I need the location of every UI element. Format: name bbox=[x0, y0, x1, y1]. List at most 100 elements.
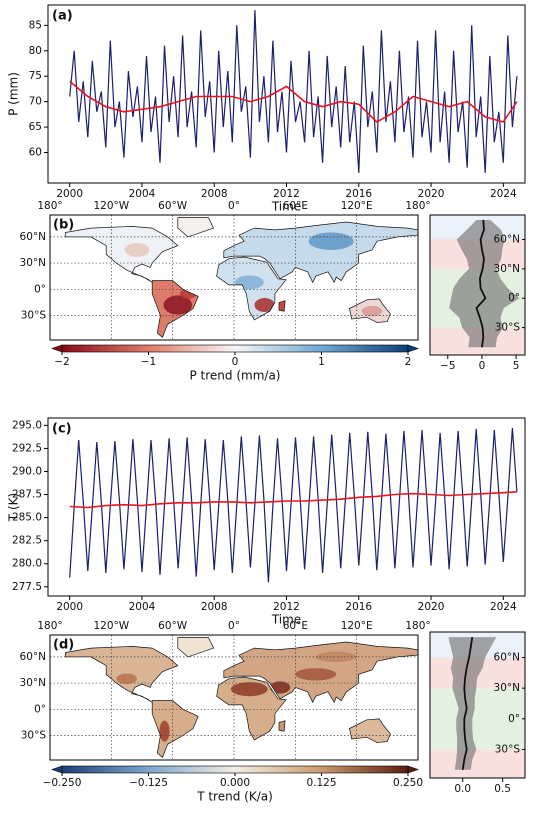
lon-tick-label: 60°E bbox=[283, 620, 308, 632]
lat-tick-label: 30°N bbox=[20, 677, 46, 689]
trend-patch bbox=[159, 720, 170, 742]
coastline bbox=[223, 641, 419, 704]
x-tick-label: 5 bbox=[513, 360, 520, 372]
x-tick-label: 2008 bbox=[201, 601, 228, 613]
colorbar-tick-label: 0.125 bbox=[306, 777, 336, 789]
y-tick-label: 60 bbox=[29, 146, 42, 158]
series-line bbox=[69, 491, 517, 509]
y-tick-label: 280.0 bbox=[12, 558, 42, 570]
y-tick-label: 0° bbox=[508, 292, 520, 304]
y-tick-label: 285.0 bbox=[12, 512, 42, 524]
y-axis-label: P (mm) bbox=[7, 72, 21, 116]
continent bbox=[279, 720, 286, 732]
trend-patch bbox=[308, 232, 354, 250]
trend-patch bbox=[315, 651, 357, 663]
panel-label: (c) bbox=[52, 422, 72, 437]
coastline bbox=[151, 700, 199, 758]
lon-tick-label: 60°W bbox=[158, 620, 188, 632]
coastline bbox=[223, 221, 419, 284]
y-tick-label: 290.0 bbox=[12, 465, 42, 477]
profile-frame bbox=[429, 214, 526, 356]
series-line bbox=[69, 80, 518, 123]
panel-label: (d) bbox=[53, 638, 74, 653]
x-tick-label: 2000 bbox=[56, 601, 83, 613]
x-tick-label: 0.5 bbox=[494, 783, 511, 795]
colorbar-label: P trend (mm/a) bbox=[190, 369, 281, 383]
x-tick-label: 2004 bbox=[129, 601, 156, 613]
y-tick-label: 65 bbox=[29, 121, 42, 133]
lon-tick-label: 180° bbox=[405, 620, 430, 632]
colorbar-extend bbox=[407, 344, 419, 353]
series-line bbox=[69, 428, 518, 583]
colorbar-extend bbox=[51, 344, 63, 353]
colorbar-label: T trend (K/a) bbox=[196, 790, 273, 804]
profile-line bbox=[475, 219, 487, 348]
map-frame bbox=[49, 214, 419, 341]
y-tick-label: 30°S bbox=[495, 322, 521, 334]
colorbar-tick-label: −0.250 bbox=[43, 777, 82, 789]
colorbar bbox=[61, 344, 409, 353]
continent bbox=[279, 300, 286, 312]
lat-tick-label: 30°S bbox=[21, 310, 47, 322]
coastline bbox=[349, 718, 391, 743]
trend-patch bbox=[254, 298, 275, 313]
panel-label: (b) bbox=[53, 218, 74, 233]
lon-tick-label: 120°E bbox=[341, 620, 373, 632]
x-tick-label: 2024 bbox=[490, 601, 517, 613]
trend-patch bbox=[163, 295, 193, 315]
trend-patch bbox=[116, 673, 137, 684]
coastline bbox=[177, 217, 215, 238]
lon-tick-label: 180° bbox=[37, 200, 62, 212]
colorbar-tick-label: 2 bbox=[405, 356, 412, 368]
y-axis-label: T (K) bbox=[7, 493, 21, 522]
x-tick-label: 2012 bbox=[273, 601, 300, 613]
x-tick-label: 2020 bbox=[418, 188, 445, 200]
y-tick-label: 0° bbox=[508, 713, 520, 725]
coastline bbox=[278, 300, 286, 312]
colorbar-tick-label: 0.250 bbox=[393, 777, 423, 789]
zone-band bbox=[430, 749, 525, 778]
lat-tick-label: 30°N bbox=[20, 257, 46, 269]
lon-tick-label: 120°W bbox=[93, 620, 129, 632]
spread-band bbox=[448, 637, 497, 770]
x-tick-label: 2016 bbox=[345, 188, 372, 200]
trend-patch bbox=[124, 242, 150, 257]
y-tick-label: 282.5 bbox=[12, 535, 42, 547]
y-tick-label: 287.5 bbox=[12, 489, 42, 501]
x-tick-label: 0.0 bbox=[454, 783, 471, 795]
y-tick-label: 60°N bbox=[494, 652, 520, 664]
colorbar-tick-label: −0.125 bbox=[129, 777, 168, 789]
coastline bbox=[349, 298, 391, 323]
continent bbox=[349, 718, 391, 743]
y-tick-label: 80 bbox=[29, 45, 42, 57]
profile-line bbox=[461, 636, 474, 770]
colorbar-tick-label: 0 bbox=[232, 356, 239, 368]
x-tick-label: 2012 bbox=[273, 188, 300, 200]
x-tick-label: 0 bbox=[479, 360, 486, 372]
colorbar-tick-label: 1 bbox=[318, 356, 325, 368]
lon-tick-label: 60°W bbox=[158, 200, 188, 212]
coastline bbox=[151, 280, 199, 338]
plot-frame bbox=[47, 417, 526, 597]
continent bbox=[177, 217, 214, 237]
x-tick-label: 2008 bbox=[201, 188, 228, 200]
trend-patch bbox=[361, 305, 383, 317]
coastline bbox=[64, 646, 179, 703]
x-tick-label: 2020 bbox=[418, 601, 445, 613]
colorbar-extend bbox=[51, 765, 63, 774]
panel-label: (a) bbox=[52, 9, 73, 24]
coastline bbox=[216, 676, 287, 741]
y-tick-label: 30°N bbox=[494, 682, 520, 694]
colorbar-tick-label: −1 bbox=[141, 356, 156, 368]
lon-tick-label: 60°E bbox=[283, 200, 308, 212]
zone-band bbox=[430, 688, 525, 750]
land bbox=[65, 217, 418, 338]
y-tick-label: 60°N bbox=[494, 233, 520, 245]
x-tick-label: 2000 bbox=[56, 188, 83, 200]
x-axis-label: Time bbox=[271, 613, 301, 627]
lon-tick-label: 120°E bbox=[341, 200, 373, 212]
x-tick-label: 2016 bbox=[345, 601, 372, 613]
profile-frame bbox=[429, 631, 526, 779]
colorbar bbox=[61, 765, 409, 774]
